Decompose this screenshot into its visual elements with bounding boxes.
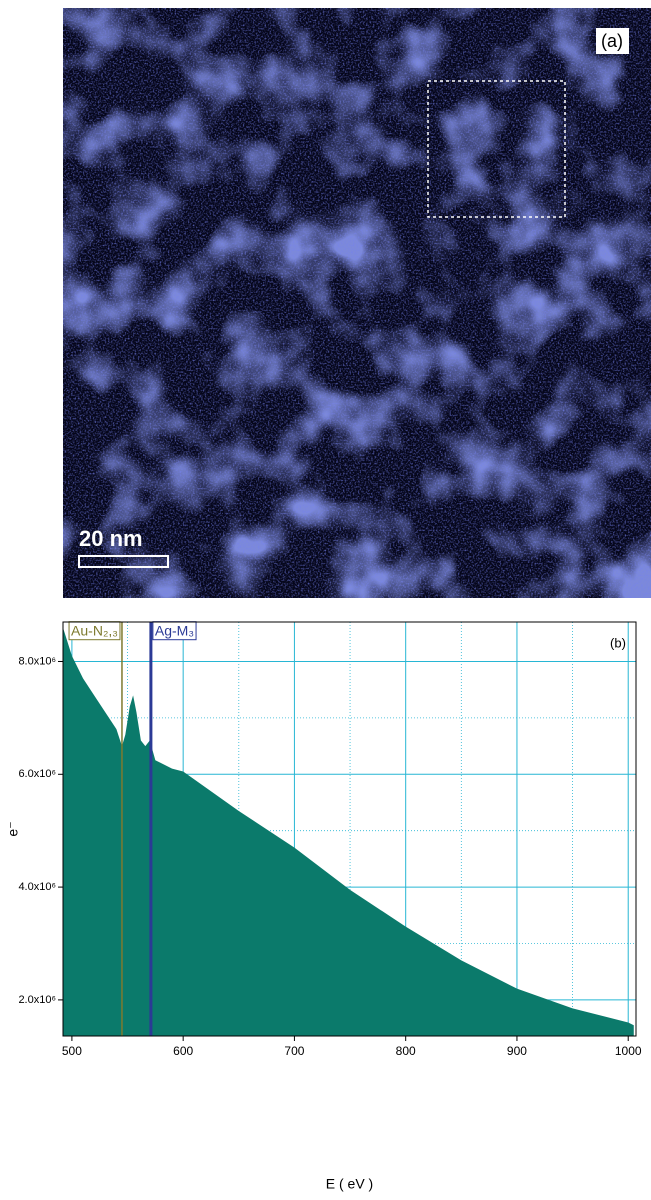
panel-label: (a)	[601, 31, 623, 51]
x-tick-label: 700	[284, 1044, 304, 1058]
x-tick-label: 900	[507, 1044, 527, 1058]
scale-bar	[78, 555, 169, 568]
spectrum-area	[63, 627, 634, 1036]
scale-bar-label: 20 nm	[79, 526, 143, 551]
y-tick-label: 4.0x10⁶	[18, 881, 56, 893]
y-tick-label: 8.0x10⁶	[18, 655, 56, 667]
y-tick-label: 6.0x10⁶	[18, 768, 56, 780]
edge-marker-label: Ag-M₃	[155, 623, 194, 639]
x-tick-label: 800	[396, 1044, 416, 1058]
edge-marker-label: Au-N₂,₃	[71, 623, 118, 639]
y-tick-label: 2.0x10⁶	[18, 994, 56, 1006]
x-tick-label: 600	[173, 1044, 193, 1058]
x-tick-label: 500	[62, 1044, 82, 1058]
micrograph: (a) 20 nm	[63, 8, 651, 598]
plot-frame	[62, 621, 637, 1037]
x-axis-label: E ( eV )	[326, 1176, 373, 1192]
y-axis-label: e⁻	[5, 821, 21, 836]
spectrum-chart: 500 600 700 800 900 1000 2.0x10⁶ 4.0x10⁶ 6.0x10⁶…	[5, 621, 642, 1192]
panel-label: (b)	[610, 635, 626, 650]
x-tick-label: 1000	[615, 1044, 642, 1058]
